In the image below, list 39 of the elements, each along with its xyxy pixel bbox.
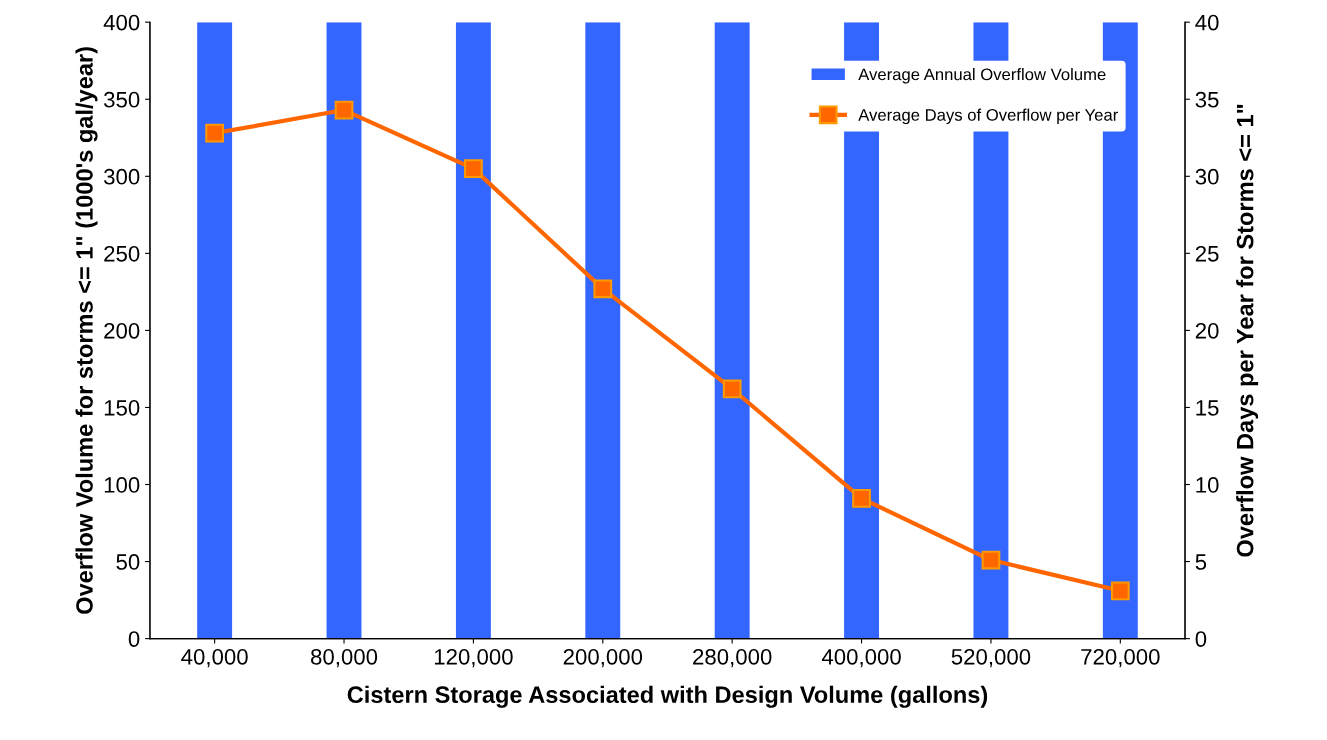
y-tick-label: 300 [104, 168, 140, 185]
x-tick-label: 720,000 [1081, 648, 1160, 668]
y2-tick-label: 40 [1195, 14, 1219, 31]
point [981, 550, 1001, 570]
x-tick-label: 520,000 [951, 648, 1031, 668]
point [464, 159, 483, 178]
y-tick-label: 250 [104, 245, 140, 262]
y2-tick-label: 0 [1195, 631, 1207, 647]
y2-tick-label: 20 [1195, 322, 1219, 339]
legend-label: Average Days of Overflow per Year [858, 108, 1118, 125]
y2-tick-label: 10 [1196, 477, 1219, 493]
y-axis-title: Overflow Volume for storms <= 1" (1000's gal/year) [75, 47, 98, 614]
y-tick-label: 50 [116, 554, 140, 570]
y2-tick-label: 5 [1195, 554, 1207, 570]
y2-tick-label: 15 [1196, 400, 1219, 416]
y-tick-label: 400 [103, 14, 140, 31]
point [1110, 581, 1130, 601]
y2-tick-label: 30 [1195, 168, 1219, 185]
y-tick-label: 350 [104, 91, 140, 108]
point [205, 123, 225, 143]
point [852, 489, 871, 508]
point [334, 100, 354, 120]
point [593, 279, 613, 299]
x-tick-label: 200,000 [563, 648, 643, 668]
y2-axis-title: Overflow Days per Year for Storms <= 1" [1236, 104, 1259, 557]
x-tick-label: 40,000 [181, 648, 248, 668]
y2-tick-label: 25 [1195, 245, 1219, 262]
y-tick-label: 0 [128, 631, 140, 647]
y-tick-label: 200 [104, 322, 140, 339]
legend-label: Average Annual Overflow Volume [858, 68, 1106, 84]
x-tick-label: 280,000 [693, 648, 772, 668]
y-tick-label: 100 [104, 477, 140, 493]
y2-tick-label: 35 [1195, 91, 1219, 108]
x-axis-title: Cistern Storage Associated with Design Volume (gallons) [347, 685, 988, 708]
y-tick-label: 150 [104, 400, 140, 416]
point [722, 379, 742, 399]
x-tick-label: 400,000 [821, 648, 901, 668]
x-tick-label: 120,000 [434, 648, 513, 668]
x-tick-label: 80,000 [311, 648, 378, 668]
